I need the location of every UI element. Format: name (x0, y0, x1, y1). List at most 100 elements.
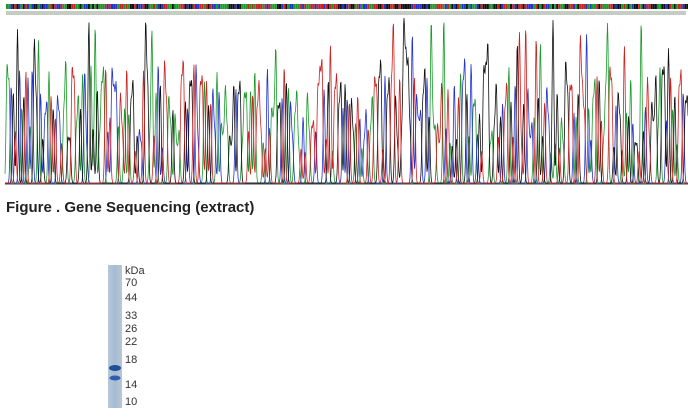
base-call (218, 4, 221, 9)
base-call (136, 4, 139, 9)
base-call (264, 4, 267, 9)
base-call (585, 4, 588, 9)
gel-marker-label: 22 (125, 336, 137, 348)
base-call (459, 4, 462, 9)
base-call (419, 4, 422, 9)
base-call (157, 4, 160, 9)
base-call (207, 4, 210, 9)
base-call (602, 4, 605, 9)
base-call (543, 4, 546, 9)
base-call (201, 4, 204, 9)
base-call (272, 4, 275, 9)
base-call (528, 4, 531, 9)
sequence-text-band (6, 11, 686, 15)
base-call (111, 4, 113, 9)
base-call (6, 4, 8, 9)
base-call (327, 4, 330, 9)
base-call (344, 4, 347, 9)
base-call (413, 4, 416, 9)
base-call (134, 4, 137, 9)
base-call (352, 4, 355, 9)
base-call (484, 4, 487, 9)
base-call (316, 4, 319, 9)
base-call (516, 4, 519, 9)
base-call (81, 4, 84, 9)
base-call (83, 4, 86, 9)
base-call (497, 4, 500, 9)
base-call (52, 4, 55, 9)
base-call (556, 4, 559, 9)
base-call (66, 4, 69, 9)
base-call (195, 4, 197, 9)
base-call (461, 4, 464, 9)
base-call (60, 4, 63, 9)
base-call (600, 4, 603, 9)
base-call (31, 4, 34, 9)
base-call (522, 4, 525, 9)
base-call (329, 4, 332, 9)
base-call (510, 4, 512, 9)
base-call (369, 4, 372, 9)
base-call (224, 4, 227, 9)
base-call (323, 4, 326, 9)
base-call (654, 4, 657, 9)
base-call (258, 4, 260, 9)
base-call (104, 4, 107, 9)
base-call (249, 4, 252, 9)
base-call (629, 4, 632, 9)
base-call (591, 4, 594, 9)
base-call (474, 4, 477, 9)
base-call (581, 4, 584, 9)
base-call (230, 4, 233, 9)
base-call (92, 4, 95, 9)
base-call (117, 4, 120, 9)
gel-marker-label: 18 (125, 354, 137, 366)
base-call (442, 4, 445, 9)
base-call (306, 4, 309, 9)
base-call (71, 4, 74, 9)
base-call (415, 4, 418, 9)
base-call (552, 4, 554, 9)
base-call (468, 4, 470, 9)
base-call (453, 4, 456, 9)
base-call (482, 4, 485, 9)
base-call (318, 4, 321, 9)
base-call (302, 4, 305, 9)
base-call (8, 4, 11, 9)
base-call (432, 4, 435, 9)
base-call (115, 4, 118, 9)
base-call (579, 4, 582, 9)
base-call (161, 4, 164, 9)
base-call (245, 4, 248, 9)
base-call (29, 4, 32, 9)
base-call (514, 4, 517, 9)
base-call (663, 4, 666, 9)
base-call (45, 4, 48, 9)
base-call (39, 4, 42, 9)
base-call (583, 4, 586, 9)
base-call (35, 4, 38, 9)
base-call (377, 4, 380, 9)
base-call (274, 4, 277, 9)
base-call (407, 4, 410, 9)
base-call (610, 4, 613, 9)
base-call (18, 4, 21, 9)
base-call (465, 4, 468, 9)
base-call (199, 4, 202, 9)
base-call (266, 4, 269, 9)
base-call (358, 4, 361, 9)
base-call (308, 4, 311, 9)
base-call (499, 4, 502, 9)
base-call (33, 4, 36, 9)
base-call (384, 4, 386, 9)
base-call (587, 4, 590, 9)
base-call (512, 4, 515, 9)
base-call (394, 4, 397, 9)
base-call (573, 4, 575, 9)
base-call (203, 4, 206, 9)
base-call (37, 4, 40, 9)
base-call (331, 4, 334, 9)
base-call (237, 4, 239, 9)
